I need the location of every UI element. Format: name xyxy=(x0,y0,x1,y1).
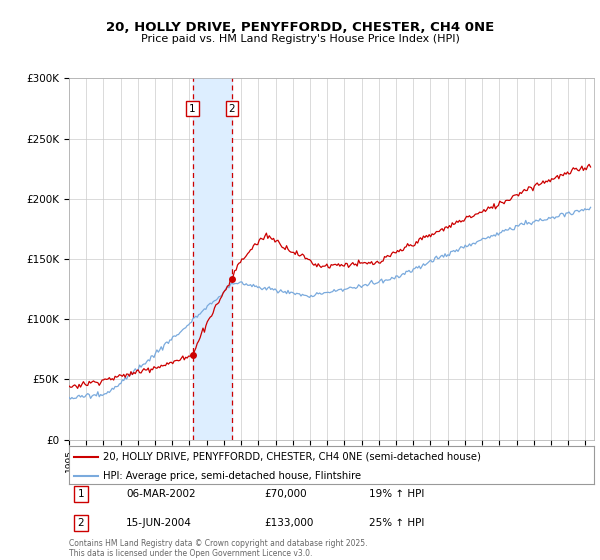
Text: 1: 1 xyxy=(77,489,85,499)
Text: £70,000: £70,000 xyxy=(264,489,307,499)
Text: 25% ↑ HPI: 25% ↑ HPI xyxy=(369,518,424,528)
Text: 2: 2 xyxy=(77,518,85,528)
Text: Contains HM Land Registry data © Crown copyright and database right 2025.
This d: Contains HM Land Registry data © Crown c… xyxy=(69,539,367,558)
Text: HPI: Average price, semi-detached house, Flintshire: HPI: Average price, semi-detached house,… xyxy=(103,471,361,481)
Text: 19% ↑ HPI: 19% ↑ HPI xyxy=(369,489,424,499)
Text: Price paid vs. HM Land Registry's House Price Index (HPI): Price paid vs. HM Land Registry's House … xyxy=(140,34,460,44)
Text: 20, HOLLY DRIVE, PENYFFORDD, CHESTER, CH4 0NE: 20, HOLLY DRIVE, PENYFFORDD, CHESTER, CH… xyxy=(106,21,494,34)
Text: £133,000: £133,000 xyxy=(264,518,313,528)
Text: 1: 1 xyxy=(189,104,196,114)
Bar xyxy=(193,78,232,440)
Text: 20, HOLLY DRIVE, PENYFFORDD, CHESTER, CH4 0NE (semi-detached house): 20, HOLLY DRIVE, PENYFFORDD, CHESTER, CH… xyxy=(103,452,481,462)
Text: 2: 2 xyxy=(229,104,235,114)
Text: 15-JUN-2004: 15-JUN-2004 xyxy=(126,518,192,528)
Text: 06-MAR-2002: 06-MAR-2002 xyxy=(126,489,196,499)
